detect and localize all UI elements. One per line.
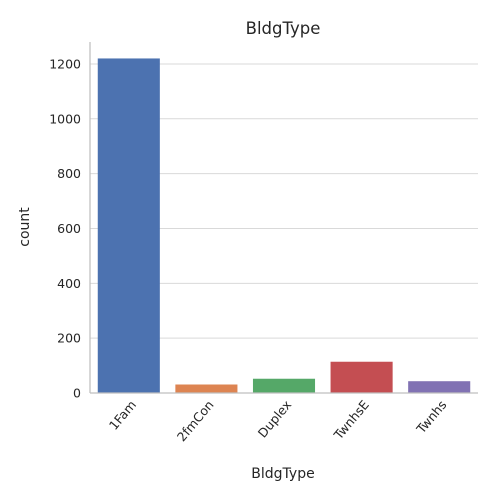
bar-TwnhsE: [330, 361, 393, 393]
bar-1Fam: [97, 58, 160, 393]
y-tick-label: 1000: [49, 111, 81, 126]
y-tick-label: 0: [73, 386, 81, 401]
chart-title: BldgType: [246, 19, 321, 38]
x-axis-title: BldgType: [251, 466, 314, 482]
y-tick-labels: 0 200 400 600 800 1000 1200: [49, 56, 81, 400]
x-tick-label: 1Fam: [106, 397, 139, 433]
y-axis-title: count: [17, 207, 33, 247]
y-tick-label: 800: [57, 166, 81, 181]
y-tick-label: 1200: [49, 56, 81, 71]
y-tick-label: 600: [57, 221, 81, 236]
x-tick-labels: 1Fam 2fmCon Duplex TwnhsE Twnhs: [106, 397, 450, 444]
bars: [97, 58, 471, 393]
bar-Twnhs: [408, 381, 471, 393]
x-tick-label: Twnhs: [413, 397, 450, 437]
y-tick-label: 200: [57, 331, 81, 346]
x-tick-label: 2fmCon: [174, 397, 217, 444]
y-tick-label: 400: [57, 276, 81, 291]
bar-2fmCon: [175, 384, 238, 393]
x-tick-label: Duplex: [255, 397, 295, 440]
x-tick-label: TwnhsE: [330, 397, 372, 443]
bar-Duplex: [252, 378, 316, 393]
